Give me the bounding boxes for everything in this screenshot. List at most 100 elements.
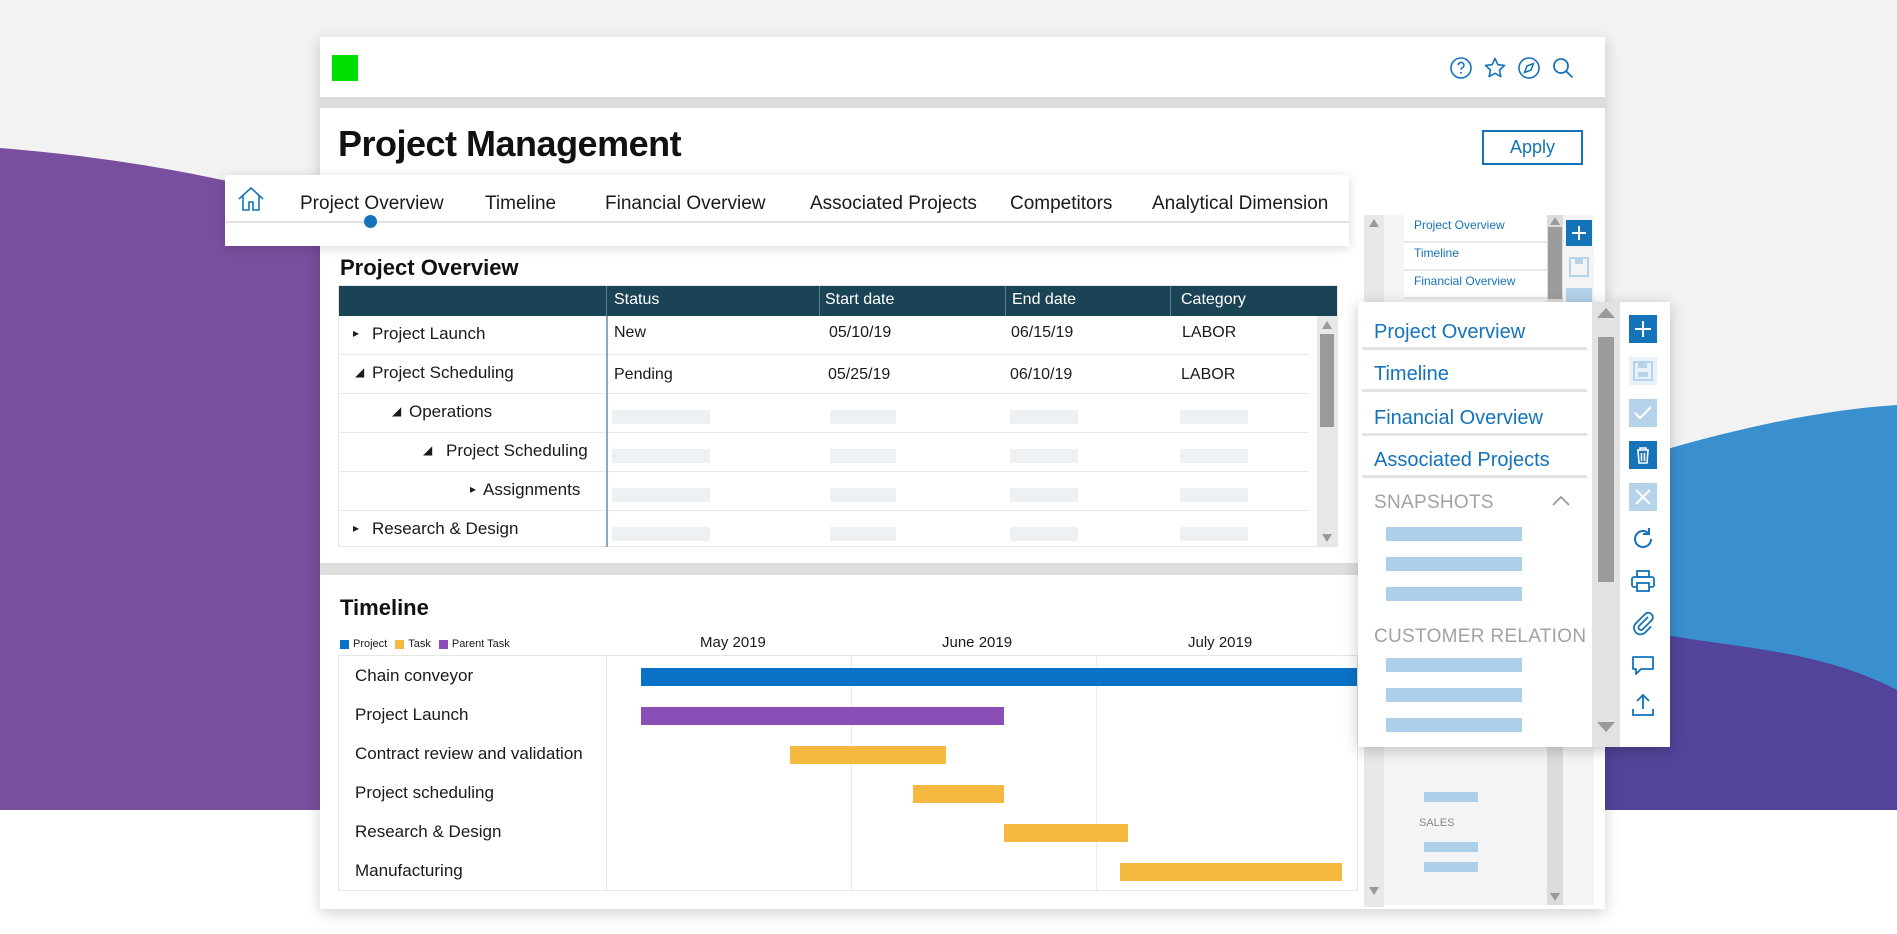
tab-analytical-dimension[interactable]: Analytical Dimension: [1152, 193, 1329, 214]
placeholder-cell: [830, 449, 896, 463]
row-name: Research & Design: [372, 519, 519, 538]
overview-title: Project Overview: [340, 255, 519, 280]
apply-button[interactable]: Apply: [1482, 130, 1583, 165]
popup-item-project-overview[interactable]: Project Overview: [1362, 310, 1587, 350]
tab-competitors[interactable]: Competitors: [1010, 193, 1113, 214]
page-title: Project Management: [338, 123, 682, 164]
table-row[interactable]: ◢ Project Scheduling Pending 05/25/19 06…: [339, 355, 1309, 394]
search-icon[interactable]: [1551, 56, 1575, 80]
expand-caret-icon[interactable]: ▸: [353, 521, 360, 535]
legend-item-parent-task: Parent Task: [438, 638, 510, 650]
placeholder-block: [1386, 718, 1522, 732]
comment-icon[interactable]: [1628, 650, 1658, 680]
overview-table: Status Start date End date Category ▸ Pr…: [338, 285, 1338, 547]
tab-timeline[interactable]: Timeline: [485, 193, 557, 214]
row-name: Project Launch: [372, 324, 486, 343]
month-gridline: [851, 656, 852, 890]
scroll-up-icon[interactable]: [1322, 321, 1332, 329]
tab-underline-track: [225, 221, 1349, 223]
scroll-down-icon[interactable]: [1550, 893, 1560, 901]
placeholder-block: [1386, 557, 1522, 571]
scroll-up-icon[interactable]: [1550, 217, 1560, 225]
gantt-bar[interactable]: [641, 668, 1357, 686]
row-name: Project Scheduling: [446, 441, 588, 460]
star-icon[interactable]: [1483, 56, 1507, 80]
app-logo: [332, 55, 358, 81]
column-header-category[interactable]: Category: [1181, 291, 1246, 308]
column-header-end-date[interactable]: End date: [1012, 291, 1077, 308]
collapse-caret-icon[interactable]: ◢: [423, 443, 433, 457]
trash-icon[interactable]: [1628, 440, 1658, 470]
tab-associated-projects[interactable]: Associated Projects: [810, 193, 977, 214]
popup-scroll-thumb[interactable]: [1598, 337, 1614, 582]
add-icon[interactable]: [1628, 314, 1658, 344]
save-icon[interactable]: [1628, 356, 1658, 386]
row-end-date: 06/15/19: [1011, 324, 1074, 341]
right-panel-item-timeline[interactable]: Timeline: [1404, 243, 1554, 271]
popup-item-associated-projects[interactable]: Associated Projects: [1362, 438, 1587, 478]
tab-navigation: Project Overview Timeline Financial Over…: [225, 175, 1349, 246]
table-scroll-thumb[interactable]: [1320, 334, 1334, 427]
expand-caret-icon[interactable]: ▸: [353, 326, 360, 340]
row-start-date: 05/25/19: [828, 366, 891, 383]
home-icon[interactable]: [236, 184, 266, 214]
upload-icon[interactable]: [1628, 690, 1658, 720]
gantt-row-label: Manufacturing: [355, 861, 463, 880]
popup-item-timeline[interactable]: Timeline: [1362, 352, 1587, 392]
row-status: New: [614, 324, 647, 341]
table-row[interactable]: ▸ Project Launch New 05/10/19 06/15/19 L…: [339, 316, 1309, 355]
close-icon[interactable]: [1628, 482, 1658, 512]
gantt-bar[interactable]: [1004, 824, 1128, 842]
scroll-down-icon[interactable]: [1597, 722, 1615, 732]
table-row[interactable]: ▸ Assignments: [339, 472, 1309, 511]
compass-icon[interactable]: [1517, 56, 1541, 80]
table-scrollbar[interactable]: [1317, 316, 1337, 546]
gantt-bar[interactable]: [913, 785, 1005, 803]
gantt-bar[interactable]: [1119, 863, 1343, 881]
placeholder-cell: [1180, 527, 1248, 541]
month-gridline: [1096, 656, 1097, 890]
table-row[interactable]: ◢ Project Scheduling: [339, 433, 1309, 472]
scroll-down-icon[interactable]: [1322, 534, 1332, 542]
popup-scrollbar[interactable]: [1592, 302, 1620, 747]
placeholder-cell: [830, 488, 896, 502]
month-label: June 2019: [942, 634, 1013, 651]
row-category: LABOR: [1182, 324, 1237, 341]
collapse-caret-icon[interactable]: ◢: [355, 365, 365, 379]
scroll-up-icon[interactable]: [1369, 219, 1379, 227]
right-panel-item-overview[interactable]: Project Overview: [1404, 215, 1554, 243]
right-panel-item-financial[interactable]: Financial Overview: [1404, 271, 1554, 299]
chevron-up-icon[interactable]: [1550, 494, 1572, 508]
column-header-start-date[interactable]: Start date: [825, 291, 895, 308]
tab-financial-overview[interactable]: Financial Overview: [605, 193, 766, 214]
table-row[interactable]: ◢ Operations: [339, 394, 1309, 433]
table-column-divider: [606, 316, 608, 547]
scroll-down-icon[interactable]: [1369, 887, 1379, 895]
print-icon[interactable]: [1628, 566, 1658, 596]
right-panel-scroll-thumb[interactable]: [1548, 227, 1562, 299]
placeholder-cell: [612, 488, 710, 502]
expand-caret-icon[interactable]: ▸: [470, 482, 477, 496]
gantt-row-label: Chain conveyor: [355, 666, 474, 685]
table-row[interactable]: ▸ Research & Design: [339, 511, 1309, 550]
gantt-row-label: Research & Design: [355, 822, 502, 841]
placeholder-cell: [1010, 488, 1078, 502]
gantt-bar[interactable]: [641, 707, 1005, 725]
tab-project-overview[interactable]: Project Overview: [300, 193, 444, 214]
help-icon[interactable]: [1449, 56, 1473, 80]
row-name: Operations: [409, 402, 493, 421]
gantt-bar[interactable]: [789, 746, 947, 764]
customer-relation-section-title[interactable]: CUSTOMER RELATION: [1374, 626, 1587, 647]
refresh-icon[interactable]: [1628, 524, 1658, 554]
check-icon[interactable]: [1628, 398, 1658, 428]
add-icon[interactable]: [1566, 220, 1592, 246]
placeholder-block: [1424, 862, 1478, 872]
scroll-up-icon[interactable]: [1597, 308, 1615, 318]
attach-icon[interactable]: [1628, 608, 1658, 638]
collapse-caret-icon[interactable]: ◢: [392, 404, 402, 418]
popup-item-financial-overview[interactable]: Financial Overview: [1362, 396, 1587, 436]
column-header-status[interactable]: Status: [614, 291, 660, 308]
gantt-row-label: Project scheduling: [355, 783, 494, 802]
save-icon[interactable]: [1566, 254, 1592, 280]
snapshots-section-title[interactable]: SNAPSHOTS: [1374, 492, 1494, 513]
